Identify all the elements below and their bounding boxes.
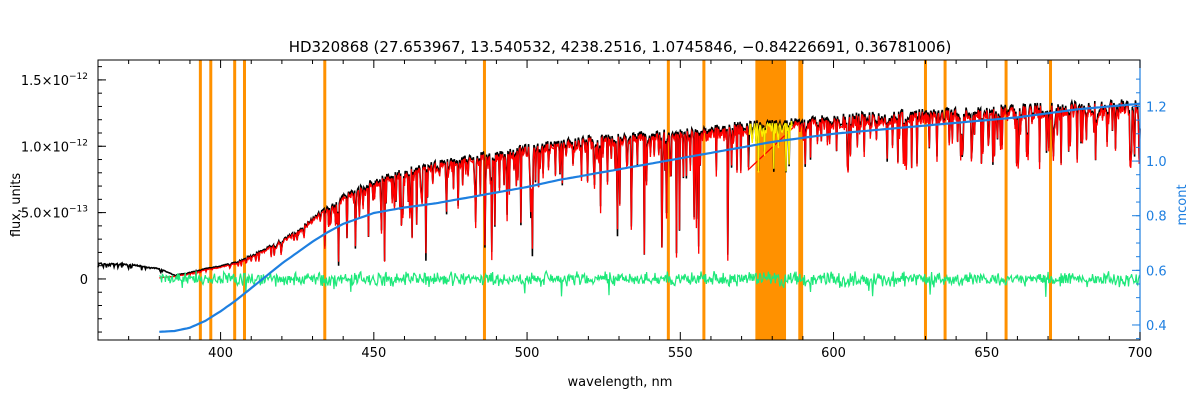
masked-line: [209, 60, 213, 340]
x-tick-label: 700: [1128, 346, 1153, 361]
y-tick-label: 0: [80, 273, 88, 288]
masked-line: [943, 60, 947, 340]
x-tick-label: 400: [208, 346, 233, 361]
right-y-tick-label: 1.2: [1146, 100, 1167, 115]
masked-line: [198, 60, 202, 340]
chart-title: HD320868 (27.653967, 13.540532, 4238.251…: [289, 38, 952, 56]
axes-layer: 400 450 500 550 600 650 700 0 5.0×10−13 1.0×10−12…: [21, 59, 1167, 361]
y-tick-label: 1.0×10−12: [21, 138, 88, 155]
x-tick-label: 500: [515, 346, 540, 361]
masked-line: [702, 60, 706, 340]
right-axis-label: mcont: [1175, 184, 1190, 225]
right-y-tick-label: 0.4: [1146, 319, 1167, 334]
x-tick-label: 650: [974, 346, 999, 361]
right-y-tick-label: 1.0: [1146, 155, 1167, 170]
telluric-model-line: [748, 120, 793, 173]
y-tick-label: 1.5×10−12: [21, 72, 88, 89]
masked-line: [800, 60, 804, 340]
right-y-tick-label: 0.6: [1146, 264, 1167, 279]
masked-line: [1049, 60, 1053, 340]
masked-band: [755, 60, 787, 340]
model-spectrum-line: [159, 102, 1141, 279]
x-tick-label: 450: [361, 346, 386, 361]
masked-line: [1004, 60, 1008, 340]
masked-line: [798, 60, 802, 340]
right-y-tick-label: 0.8: [1146, 210, 1167, 225]
masked-regions: [198, 60, 1053, 340]
residual-line: [159, 269, 1141, 297]
masked-line: [233, 60, 237, 340]
masked-line: [323, 60, 327, 340]
y-tick-label: 5.0×10−13: [21, 205, 88, 222]
y-axis-label: flux, units: [9, 173, 24, 238]
masked-line: [923, 60, 927, 340]
series-layer: [97, 98, 1141, 333]
mcont-continuum-line: [159, 102, 1141, 333]
x-axis-label: wavelength, nm: [568, 375, 673, 390]
x-tick-label: 600: [821, 346, 846, 361]
masked-line: [666, 60, 670, 340]
masked-line: [242, 60, 246, 340]
x-tick-label: 550: [668, 346, 693, 361]
